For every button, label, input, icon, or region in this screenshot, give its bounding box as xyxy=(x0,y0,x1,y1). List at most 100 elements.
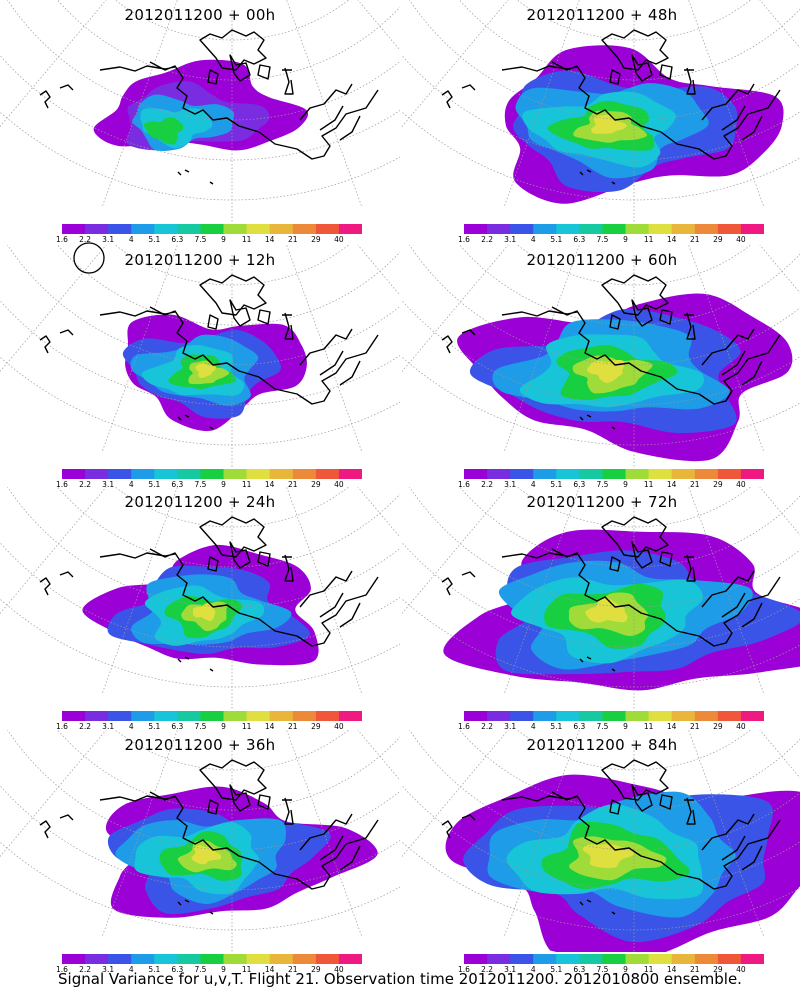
colorbar-swatch xyxy=(246,711,271,721)
colorbar-tick-label: 5.1 xyxy=(550,480,563,489)
colorbar-swatch xyxy=(131,954,155,964)
colorbar-tick-label: 2.2 xyxy=(79,235,92,244)
colorbar xyxy=(62,711,362,721)
polar-map xyxy=(402,0,800,222)
colorbar-tick-label: 9 xyxy=(623,965,628,974)
colorbar-tick-label: 40 xyxy=(334,480,344,489)
colorbar-tick-label: 21 xyxy=(689,235,700,244)
forecast-panel: 2012011200 + 36h 1.6 2.2 3.1 4 5.1 6.3 7.5 9 11 14… xyxy=(0,730,400,975)
panel-title: 2012011200 + 48h xyxy=(526,6,678,24)
colorbar-tick-label: 5.1 xyxy=(550,235,563,244)
colorbar-swatch xyxy=(292,711,317,721)
forecast-panel: 2012011200 + 00h 1.6 2.2 3.1 4 5.1 6.3 7.5 9 11 14… xyxy=(0,0,400,245)
colorbar-swatch xyxy=(338,224,362,234)
colorbar-tick-label: 6.3 xyxy=(573,965,586,974)
coastline xyxy=(39,29,379,185)
panel-title: 2012011200 + 84h xyxy=(526,736,678,754)
colorbar-tick-label: 14 xyxy=(264,235,275,244)
colorbar-swatch xyxy=(694,711,719,721)
colorbar-swatch xyxy=(625,711,650,721)
colorbar-swatch xyxy=(487,954,511,964)
colorbar-tick-label: 3.1 xyxy=(504,722,517,731)
colorbar-swatch xyxy=(648,954,673,964)
colorbar-swatch xyxy=(556,469,580,479)
colorbar-swatch xyxy=(464,711,488,721)
colorbar-tick-label: 5.1 xyxy=(148,965,161,974)
colorbar-swatch xyxy=(510,469,534,479)
colorbar-swatch xyxy=(338,711,362,721)
colorbar-swatch xyxy=(223,711,248,721)
colorbar-tick-label: 1.6 xyxy=(458,235,470,244)
colorbar-swatch xyxy=(338,954,362,964)
colorbar-swatch xyxy=(648,224,673,234)
colorbar-swatch xyxy=(269,224,294,234)
colorbar-tick-label: 40 xyxy=(334,965,344,974)
colorbar-tick-label: 40 xyxy=(334,722,344,731)
colorbar-swatch xyxy=(223,224,248,234)
colorbar-swatch xyxy=(510,224,534,234)
colorbar-swatch xyxy=(648,469,673,479)
colorbar-swatch xyxy=(625,224,650,234)
colorbar-tick-label: 2.2 xyxy=(481,235,494,244)
colorbar-tick-label: 5.1 xyxy=(148,480,161,489)
colorbar-swatch xyxy=(62,224,86,234)
colorbar-tick-label: 40 xyxy=(736,965,746,974)
colorbar-swatch xyxy=(85,711,109,721)
colorbar-tick-label: 5.1 xyxy=(550,965,563,974)
coastline xyxy=(39,759,379,915)
colorbar-tick-label: 6.3 xyxy=(171,235,184,244)
colorbar-tick-label: 1.6 xyxy=(56,480,68,489)
colorbar-tick-label: 2.2 xyxy=(79,965,92,974)
colorbar-tick-label: 6.3 xyxy=(171,965,184,974)
colorbar-tick-label: 6.3 xyxy=(573,480,586,489)
colorbar-swatch xyxy=(131,711,155,721)
colorbar-swatch xyxy=(648,711,673,721)
colorbar-tick-label: 2.2 xyxy=(481,965,494,974)
colorbar-tick-label: 2.2 xyxy=(79,722,92,731)
forecast-panel: 2012011200 + 84h 1.6 2.2 3.1 4 5.1 6.3 7.5 9 11 14… xyxy=(402,730,800,975)
colorbar-tick-label: 40 xyxy=(334,235,344,244)
colorbar-swatch xyxy=(579,954,603,964)
colorbar-swatch xyxy=(694,469,719,479)
colorbar xyxy=(464,954,764,964)
colorbar-swatch xyxy=(487,711,511,721)
colorbar-tick-label: 3.1 xyxy=(102,965,115,974)
colorbar-tick-label: 3.1 xyxy=(102,722,115,731)
colorbar-swatch xyxy=(671,469,696,479)
colorbar-swatch xyxy=(62,954,86,964)
colorbar-swatch xyxy=(602,224,627,234)
colorbar-swatch xyxy=(177,954,201,964)
colorbar-swatch xyxy=(717,711,742,721)
colorbar-swatch xyxy=(223,469,248,479)
colorbar-swatch xyxy=(671,711,696,721)
forecast-panel: 2012011200 + 72h 1.6 2.2 3.1 4 5.1 6.3 7.5 9 11 14… xyxy=(402,487,800,732)
colorbar-swatch xyxy=(556,224,580,234)
colorbar-tick-label: 6.3 xyxy=(171,480,184,489)
colorbar-swatch xyxy=(671,224,696,234)
colorbar-swatch xyxy=(717,224,742,234)
panel-title: 2012011200 + 12h xyxy=(124,251,276,269)
colorbar xyxy=(62,224,362,234)
colorbar-swatch xyxy=(292,224,317,234)
colorbar-swatch xyxy=(533,954,557,964)
colorbar-swatch xyxy=(533,224,557,234)
colorbar-swatch xyxy=(671,954,696,964)
colorbar-swatch xyxy=(131,469,155,479)
colorbar-tick-label: 1.6 xyxy=(458,722,470,731)
colorbar-swatch xyxy=(269,469,294,479)
colorbar-swatch xyxy=(177,711,201,721)
colorbar-tick-label: 9 xyxy=(623,235,628,244)
colorbar-swatch xyxy=(717,954,742,964)
colorbar-tick-label: 21 xyxy=(287,722,298,731)
coastline xyxy=(441,29,781,185)
colorbar-labels: 1.6 2.2 3.1 4 5.1 6.3 7.5 9 11 14 21 29 40 xyxy=(458,235,764,247)
colorbar-tick-label: 5.1 xyxy=(148,722,161,731)
colorbar-tick-label: 14 xyxy=(264,965,275,974)
polar-map xyxy=(0,730,400,952)
variance-contour-band xyxy=(591,114,627,134)
colorbar-swatch xyxy=(579,711,603,721)
colorbar-tick-label: 4 xyxy=(128,480,134,489)
colorbar-tick-label: 9 xyxy=(221,480,226,489)
colorbar-swatch xyxy=(200,954,225,964)
colorbar-tick-label: 11 xyxy=(241,965,252,974)
